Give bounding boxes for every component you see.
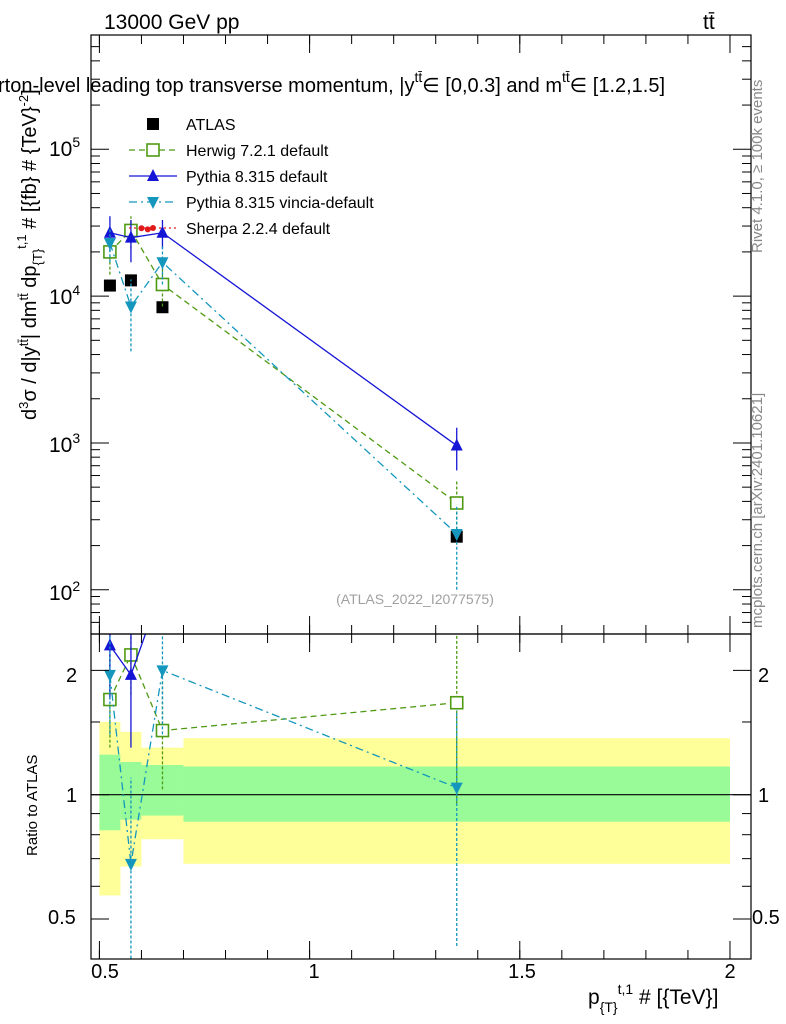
xtick-label-1: 1 <box>308 961 319 983</box>
plot-title: rton-level leading top transverse moment… <box>0 69 665 97</box>
ratio-plot-series <box>103 579 464 959</box>
legend-marker-0 <box>147 118 159 130</box>
ratio-frame <box>90 633 752 960</box>
ratio-bands <box>91 721 751 896</box>
ratio-series-2-line <box>109 669 457 864</box>
rivet-label: Rivet 4.1.0, ≥ 100k events <box>749 80 766 253</box>
ratio-ylabel: Ratio to ATLAS <box>24 755 41 856</box>
legend-label-2: Pythia 8.315 default <box>186 169 328 186</box>
legend: ATLAS Herwig 7.2.1 default Pythia 8.315 de… <box>129 117 374 238</box>
ytick-label-main-0: 102 <box>49 578 80 605</box>
main-ylabel: d3σ / d|ytt̄| dmtt̄ dp{T}t,1 # [{fb} # {… <box>14 89 45 420</box>
legend-label-4: Sherpa 2.2.4 default <box>186 221 331 238</box>
ratio-series-2-point-3 <box>450 782 463 795</box>
ratio-series-2-point-0 <box>103 669 116 682</box>
main-series-2-point-1 <box>124 230 137 243</box>
legend-label-3: Pythia 8.315 vincia-default <box>186 195 374 212</box>
ratio-series-1-point-2 <box>156 579 168 591</box>
main-series-4-point-0 <box>138 225 145 232</box>
main-series-2-point-3 <box>450 438 463 451</box>
main-series-3-point-0 <box>103 237 116 250</box>
main-series-3-point-3 <box>450 528 463 541</box>
ratio-series-0-line <box>109 653 457 732</box>
legend-label-1: Herwig 7.2.1 default <box>186 143 329 160</box>
analysis-watermark: (ATLAS_2022_I2077575) <box>336 591 494 607</box>
ytick-label-ratio-1: 1 <box>66 785 77 807</box>
legend-marker-1 <box>146 143 160 157</box>
ytick-label-ratio-1-right: 1 <box>758 785 769 807</box>
xtick-label-05: 0.5 <box>91 961 119 983</box>
legend-label-0: ATLAS <box>186 117 236 134</box>
header-right: tt̄ <box>703 11 715 34</box>
ytick-label-main-3: 105 <box>49 134 80 161</box>
main-series-4-point-1 <box>144 226 151 233</box>
main-series-3-line <box>109 242 458 535</box>
main-series-3-point-1 <box>124 301 137 314</box>
xlabel: p{T}t,1 # [{TeV}] <box>588 981 718 1015</box>
main-series-3-point-2 <box>156 257 169 270</box>
ytick-label-ratio-2: 2 <box>66 665 77 687</box>
ratio-ytick-labels: 0.5 1 2 0.5 1 2 <box>48 665 780 929</box>
main-series-2-point-2 <box>156 225 169 238</box>
axis-ticks <box>91 34 751 959</box>
ratio-series-1-point-1 <box>124 667 137 680</box>
ratio-series-1-line <box>109 634 147 677</box>
band-inner-0 <box>99 754 121 831</box>
ytick-label-ratio-05: 0.5 <box>48 907 76 929</box>
main-ytick-labels: 102 103 104 105 <box>49 134 80 605</box>
main-series-0-point-2 <box>156 301 169 314</box>
main-plot-series <box>103 216 464 590</box>
ratio-series-0-point-3 <box>449 695 464 710</box>
xtick-labels: 0.5 1 1.5 2 <box>91 961 735 983</box>
main-series-1-line <box>109 229 458 504</box>
mcplots-label: mcplots.cern.ch [arXiv:2401.10621] <box>749 393 766 628</box>
ytick-label-main-2: 104 <box>49 282 80 309</box>
main-series-2-line <box>109 232 458 447</box>
ratio-series-2-point-2 <box>156 665 169 678</box>
legend-marker-2 <box>147 169 159 181</box>
ytick-label-main-1: 103 <box>49 430 80 457</box>
legend-marker-4 <box>150 225 156 231</box>
xtick-label-2: 2 <box>724 961 735 983</box>
main-series-0-point-0 <box>103 279 116 292</box>
ytick-label-ratio-2-right: 2 <box>758 665 769 687</box>
ytick-label-ratio-05-right: 0.5 <box>752 907 780 929</box>
ratio-series-0-point-2 <box>155 723 170 738</box>
header-left: 13000 GeV pp <box>104 11 239 34</box>
xtick-label-15: 1.5 <box>508 961 536 983</box>
legend-marker-3 <box>147 197 159 209</box>
ratio-series-2-point-1 <box>124 858 137 871</box>
